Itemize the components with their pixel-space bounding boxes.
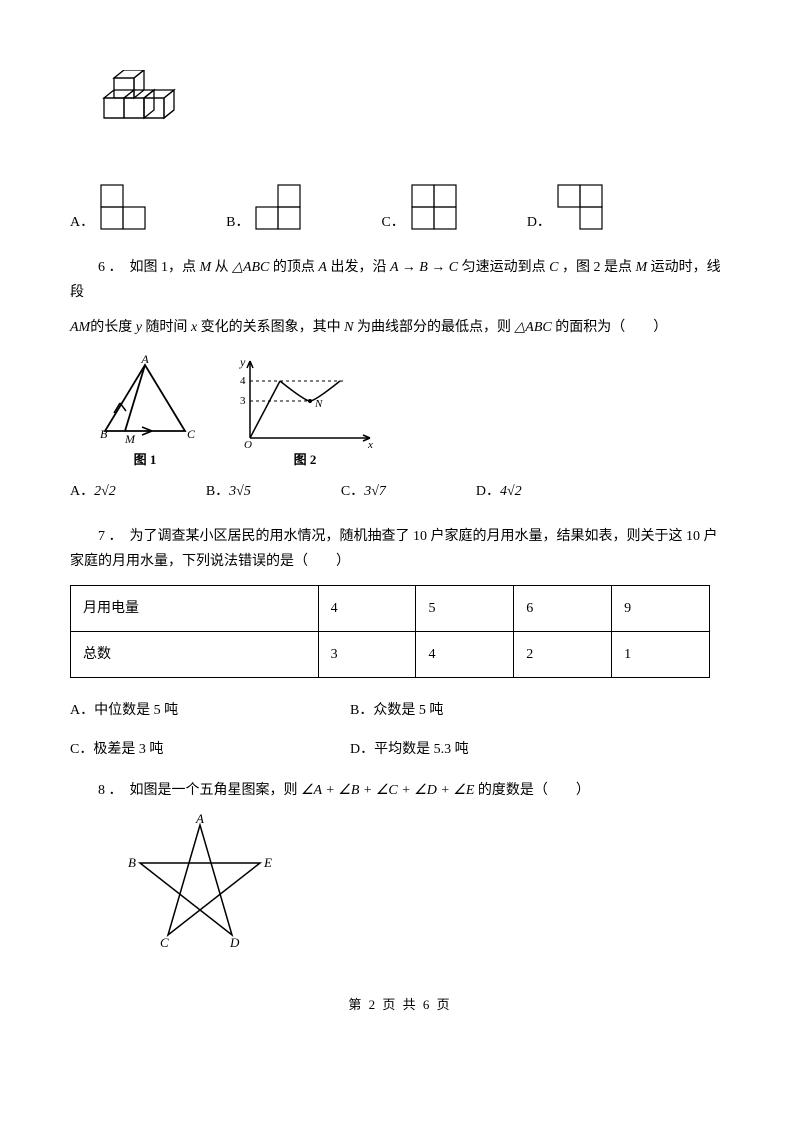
svg-text:E: E [263,855,272,870]
svg-text:N: N [314,398,323,410]
table-row: 月用电量 4 5 6 9 [71,585,710,631]
svg-text:O: O [244,439,252,448]
q5-options: A． B． C． [70,180,730,235]
q6-fig2-graph: y 4 3 N O x [230,353,380,448]
q8-text: 8 ． 如图是一个五角星图案，则 ∠A + ∠B + ∠C + ∠D + ∠E … [70,778,730,803]
svg-text:B: B [100,427,108,441]
q6-figures: A B M C 图 1 y 4 3 [90,353,730,471]
q6-options: A．2√2 B．3√5 C．3√7 D．4√2 [70,479,730,504]
svg-text:A: A [195,813,204,826]
svg-text:M: M [124,432,136,446]
q5-opt-b-shape [251,180,321,235]
q5-3d-figure [90,70,730,160]
q5-opt-d-shape [553,180,623,235]
q7-opt-a: A．中位数是 5 吨 [70,698,350,723]
svg-text:3: 3 [240,395,246,407]
q7-opt-b: B．众数是 5 吨 [350,698,730,723]
q7-options: A．中位数是 5 吨 B．众数是 5 吨 C．极差是 3 吨 D．平均数是 5.… [70,698,730,762]
q6-text2: AM的长度 y 随时间 x 变化的关系图象，其中 N 为曲线部分的最低点，则 △… [70,315,730,340]
page-footer: 第 2 页 共 6 页 [70,993,730,1016]
svg-text:4: 4 [240,375,246,387]
svg-text:D: D [229,935,240,950]
q6-fig1-triangle: A B M C [90,353,200,448]
q7-table: 月用电量 4 5 6 9 总数 3 4 2 1 [70,585,710,678]
q5-opt-a-shape [96,180,166,235]
star-svg: A B E C D [120,813,280,953]
q5-opt-c-shape [407,180,467,235]
cube-3d-svg [90,70,200,160]
svg-text:y: y [239,355,246,369]
q7-opt-d: D．平均数是 5.3 吨 [350,737,730,762]
svg-text:x: x [367,439,373,448]
q6-fig2-label: 图 2 [230,448,380,471]
q7-text: 7 ． 为了调查某小区居民的用水情况，随机抽查了 10 户家庭的月用水量，结果如… [70,524,730,574]
svg-text:C: C [160,935,169,950]
q5-opt-d-label: D． [527,210,551,235]
q8-star-figure: A B E C D [120,813,730,953]
q6-text: 6 ． 如图 1，点 M 从 △ABC 的顶点 A 出发，沿 A → B → C… [70,255,730,305]
svg-text:C: C [187,427,196,441]
q7-opt-c: C．极差是 3 吨 [70,737,350,762]
table-row: 总数 3 4 2 1 [71,631,710,677]
q6-fig1-label: 图 1 [90,448,200,471]
q5-opt-c-label: C． [381,210,404,235]
q5-opt-a-label: A． [70,210,94,235]
svg-text:A: A [140,353,149,366]
svg-text:B: B [128,855,136,870]
q5-opt-b-label: B． [226,210,249,235]
